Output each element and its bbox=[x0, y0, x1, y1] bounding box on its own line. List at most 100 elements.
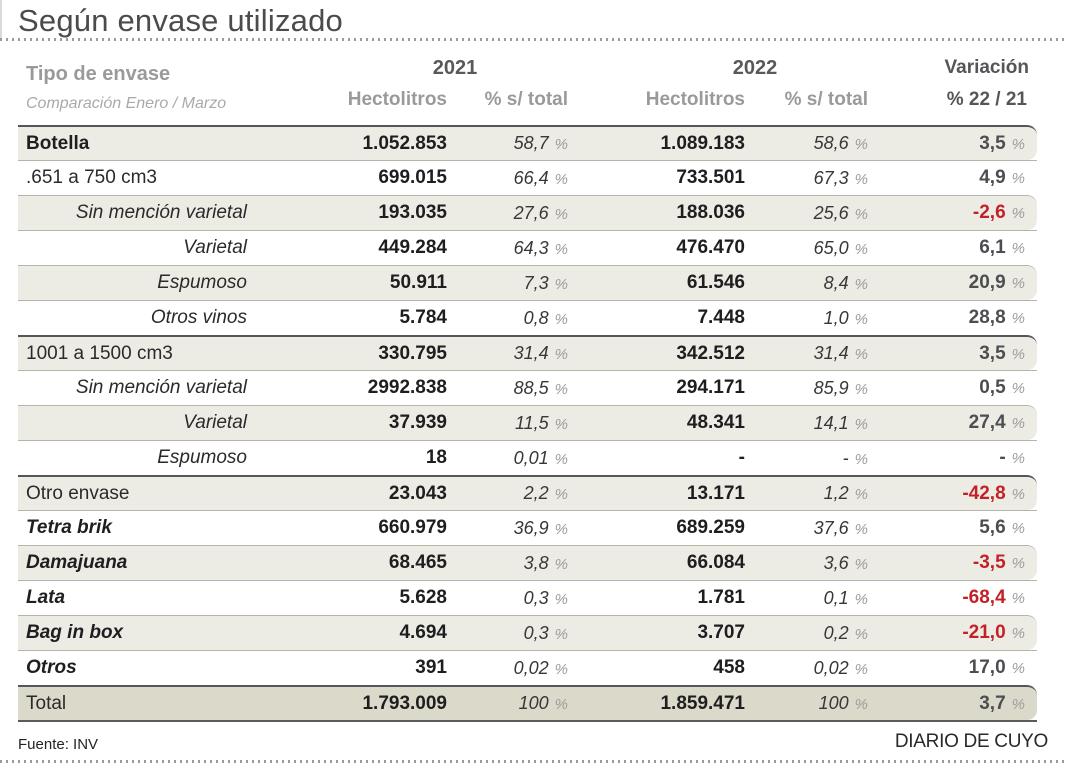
cell-hectolitros-2021: 2992.838 bbox=[367, 377, 447, 398]
cell-pct-2022-value: 0,2 bbox=[823, 622, 849, 643]
percent-sign: % bbox=[854, 380, 868, 398]
cell-hectolitros-2021: 5.784 bbox=[399, 307, 447, 328]
table-row: Espumoso 18 0,01% - -% -% bbox=[18, 440, 1037, 475]
cell-variacion: 6,1% bbox=[870, 237, 1037, 259]
table-row: Varietal 37.939 11,5% 48.341 14,1% 27,4% bbox=[18, 405, 1037, 440]
column-header-year-2021: 2021 bbox=[432, 57, 478, 79]
percent-sign: % bbox=[854, 310, 868, 328]
cell-variacion-value: -2,6 bbox=[972, 202, 1006, 223]
cell-pct-2022-value: 14,1 bbox=[813, 412, 849, 433]
table-row: Varietal 449.284 64,3% 476.470 65,0% 6,1% bbox=[18, 230, 1037, 265]
cell-pct-2022-value: 1,0 bbox=[823, 307, 849, 328]
cell-variacion: 27,4% bbox=[870, 412, 1037, 434]
percent-sign: % bbox=[554, 240, 568, 258]
cell-pct-2021-value: 0,02 bbox=[513, 657, 549, 678]
percent-sign: % bbox=[554, 590, 568, 608]
cell-variacion-value: 3,5 bbox=[979, 132, 1006, 154]
table-row: Total 1.793.009 100% 1.859.471 100% 3,7% bbox=[18, 685, 1037, 720]
cell-hectolitros-2022: 1.859.471 bbox=[660, 692, 745, 714]
cell-hectolitros-2022: 1.781 bbox=[697, 587, 745, 608]
percent-sign: % bbox=[854, 136, 868, 153]
percent-sign: % bbox=[1011, 625, 1025, 642]
percent-sign: % bbox=[1011, 415, 1025, 432]
table-row: Espumoso 50.911 7,3% 61.546 8,4% 20,9% bbox=[18, 265, 1037, 300]
cell-variacion: 3,7% bbox=[870, 693, 1037, 715]
footer: Fuente: INV DIARIO DE CUYO bbox=[18, 731, 1048, 753]
column-header-tipo-envase: Tipo de envase Comparación Enero / Marzo bbox=[18, 63, 255, 113]
cell-pct-2022-value: 0,1 bbox=[823, 587, 849, 608]
cell-pct-2021: 36,9% bbox=[447, 518, 570, 539]
cell-hectolitros-2021: 5.628 bbox=[399, 587, 447, 608]
cell-variacion-value: 4,9 bbox=[979, 167, 1006, 188]
cell-pct-2022: 37,6% bbox=[745, 518, 870, 539]
column-header-pct-2022: % s/ total bbox=[784, 88, 868, 110]
cell-hectolitros-2021: 391 bbox=[415, 657, 447, 678]
cell-pct-2022: 3,6% bbox=[745, 553, 870, 574]
cell-pct-2021-value: 66,4 bbox=[513, 167, 549, 188]
cell-hectolitros-2021: 23.043 bbox=[388, 482, 447, 504]
cell-pct-2022-value: 25,6 bbox=[813, 202, 849, 223]
percent-sign: % bbox=[854, 415, 868, 433]
cell-hectolitros-2021: 4.694 bbox=[399, 622, 447, 643]
cell-pct-2022: 1,0% bbox=[745, 308, 870, 329]
percent-sign: % bbox=[854, 346, 868, 363]
percent-sign: % bbox=[1011, 135, 1025, 153]
cell-variacion: -68,4% bbox=[870, 587, 1037, 609]
column-header-variacion: Variación bbox=[944, 57, 1030, 78]
cell-variacion: -21,0% bbox=[870, 622, 1037, 644]
cell-tipo-envase: Otros bbox=[26, 657, 77, 678]
percent-sign: % bbox=[1011, 170, 1025, 187]
cell-variacion-value: 28,8 bbox=[968, 307, 1006, 328]
table-row: Tetra brik 660.979 36,9% 689.259 37,6% 5,6% bbox=[18, 510, 1037, 545]
cell-hectolitros-2022: 733.501 bbox=[676, 167, 745, 188]
cell-pct-2022-value: 37,6 bbox=[813, 517, 849, 538]
column-header-hectolitros-2022: Hectolitros bbox=[645, 88, 745, 110]
percent-sign: % bbox=[554, 625, 568, 643]
cell-variacion-value: - bbox=[999, 447, 1006, 468]
cell-tipo-envase: Espumoso bbox=[157, 447, 247, 468]
table-row: Bag in box 4.694 0,3% 3.707 0,2% -21,0% bbox=[18, 615, 1037, 650]
column-header-label: Tipo de envase bbox=[26, 63, 171, 85]
percent-sign: % bbox=[1011, 695, 1025, 713]
cell-pct-2021-value: 2,2 bbox=[523, 483, 549, 503]
cell-pct-2021-value: 3,8 bbox=[523, 552, 549, 573]
percent-sign: % bbox=[1011, 555, 1025, 572]
cell-hectolitros-2021: 1.052.853 bbox=[362, 132, 447, 154]
cell-variacion: 3,5% bbox=[870, 133, 1037, 155]
cell-pct-2021: 0,01% bbox=[447, 448, 570, 469]
cell-pct-2021: 0,3% bbox=[447, 623, 570, 644]
column-header-pct-2021: % s/ total bbox=[484, 88, 568, 110]
percent-sign: % bbox=[854, 590, 868, 608]
percent-sign: % bbox=[554, 486, 568, 503]
cell-hectolitros-2021: 193.035 bbox=[378, 202, 447, 223]
cell-pct-2021-value: 31,4 bbox=[513, 343, 549, 363]
cell-hectolitros-2022: 13.171 bbox=[686, 482, 745, 504]
cell-variacion-value: -42,8 bbox=[962, 482, 1006, 504]
cell-pct-2022: 25,6% bbox=[745, 203, 870, 224]
table-row: 1001 a 1500 cm3 330.795 31,4% 342.512 31,4% 3… bbox=[18, 335, 1037, 370]
cell-hectolitros-2022: 294.171 bbox=[676, 377, 745, 398]
cell-pct-2022-value: 58,6 bbox=[813, 133, 849, 153]
cell-tipo-envase: Lata bbox=[26, 587, 66, 608]
cell-variacion-value: 3,7 bbox=[979, 692, 1006, 714]
percent-sign: % bbox=[854, 520, 868, 538]
percent-sign: % bbox=[854, 696, 868, 713]
column-header-hectolitros-2021: Hectolitros bbox=[347, 88, 447, 110]
cell-pct-2022: 0,2% bbox=[745, 623, 870, 644]
cell-hectolitros-2022: 3.707 bbox=[697, 622, 745, 643]
cell-pct-2022: 1,2% bbox=[745, 483, 870, 504]
cell-variacion-value: 5,6 bbox=[979, 517, 1006, 538]
table-row: Otros vinos 5.784 0,8% 7.448 1,0% 28,8% bbox=[18, 300, 1037, 335]
cell-tipo-envase: Sin mención varietal bbox=[75, 202, 247, 223]
cell-tipo-envase: Varietal bbox=[183, 237, 247, 258]
cell-pct-2021-value: 100 bbox=[518, 693, 549, 713]
cell-tipo-envase: Otros vinos bbox=[150, 307, 247, 328]
cell-pct-2021: 7,3% bbox=[447, 273, 570, 294]
table-row: Botella 1.052.853 58,7% 1.089.183 58,6% 3,5% bbox=[18, 125, 1037, 160]
cell-variacion: 20,9% bbox=[870, 272, 1037, 294]
cell-tipo-envase: Varietal bbox=[183, 412, 247, 433]
cell-variacion-value: 20,9 bbox=[968, 272, 1006, 293]
cell-pct-2022-value: 85,9 bbox=[813, 377, 849, 398]
percent-sign: % bbox=[854, 555, 868, 573]
percent-sign: % bbox=[554, 450, 568, 468]
